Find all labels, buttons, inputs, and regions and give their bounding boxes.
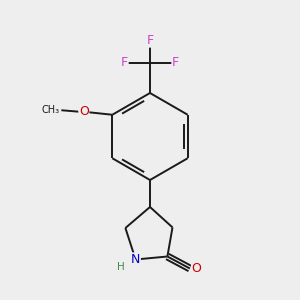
Text: F: F — [172, 56, 179, 70]
Text: H: H — [117, 262, 124, 272]
Text: CH₃: CH₃ — [42, 105, 60, 115]
Text: F: F — [146, 34, 154, 47]
Text: O: O — [79, 105, 89, 118]
Text: F: F — [121, 56, 128, 70]
Text: O: O — [192, 262, 201, 275]
Text: N: N — [131, 253, 140, 266]
